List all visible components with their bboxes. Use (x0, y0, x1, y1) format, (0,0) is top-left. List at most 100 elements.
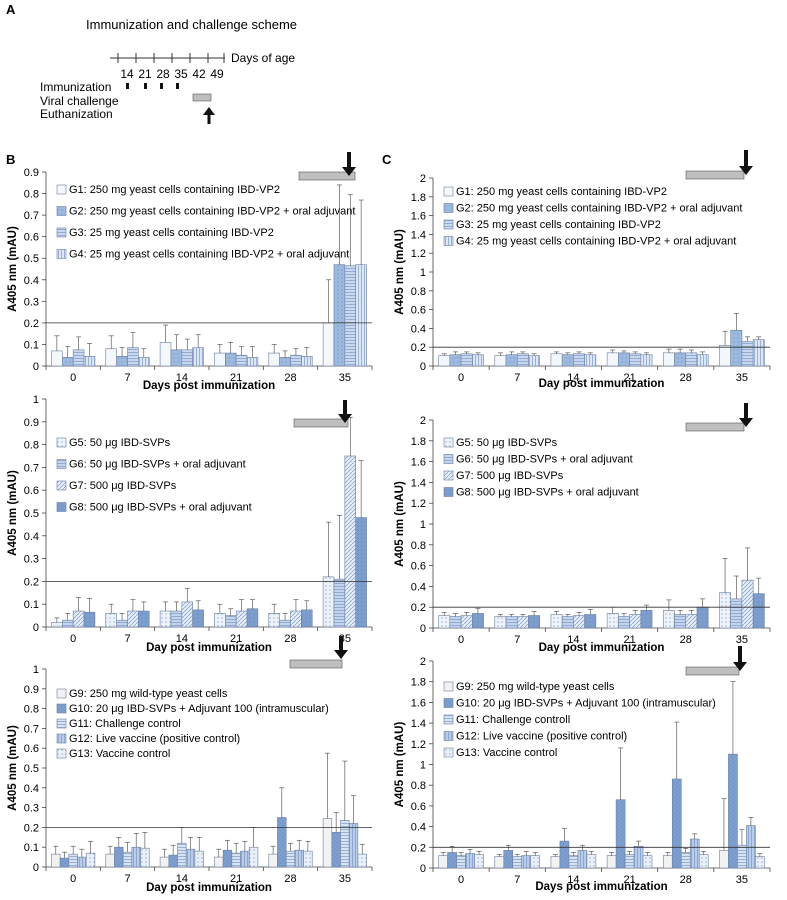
x-tick-label: 21 (623, 372, 635, 384)
bar-pattern-g6 (170, 611, 182, 627)
legend-label-g11: G11: Challenge controll (456, 714, 570, 726)
x-tick-label: 14 (567, 372, 579, 384)
bar-pattern-g12 (240, 851, 250, 867)
y-tick-label: 0.4 (411, 581, 426, 593)
x-tick-label: 0 (458, 634, 464, 646)
bar-pattern-g6 (562, 616, 574, 628)
x-tick-label: 35 (736, 874, 748, 886)
x-tick-label: 14 (567, 634, 579, 646)
chart-c2: 0 0.2 0.4 0.6 0.8 1 1.2 1.4 1.6 1.8 2 0 7 14 21 28 35 Day… (394, 403, 771, 654)
x-axis-title: Days post immunization (535, 881, 667, 893)
legend-swatch-pattern (57, 749, 66, 758)
y-tick-label: 0.6 (24, 485, 39, 497)
bar-pattern-g8 (472, 613, 484, 628)
y-tick-label: 0 (420, 623, 426, 635)
bar-pattern-g5 (160, 611, 171, 627)
x-tick-label: 7 (514, 874, 520, 886)
x-tick-label: 28 (284, 372, 296, 384)
scheme-row-immunization: Immunization (40, 80, 111, 94)
y-tick-label: 0.2 (411, 342, 426, 354)
legend-label-g4: G4: 25 mg yeast cells containing IBD-VP2… (69, 249, 349, 261)
bar-pattern-g13 (699, 854, 709, 868)
bar-pattern-g6 (62, 620, 74, 627)
bar-pattern-g10 (331, 832, 341, 867)
bar-g1 (322, 322, 335, 367)
bar-g1 (494, 355, 507, 367)
bar-pattern-g4 (138, 357, 150, 366)
y-tick-label: 0.8 (411, 780, 426, 792)
y-tick-label: 1.2 (411, 739, 426, 751)
bar-pattern-g7 (741, 580, 754, 628)
y-tick-label: 2 (420, 656, 426, 668)
bar-pattern-g13 (643, 855, 653, 868)
bar-pattern-g5 (494, 616, 507, 628)
bar-pattern-g8 (301, 609, 313, 627)
bar-g1 (51, 350, 63, 367)
bar-pattern-g11 (512, 856, 522, 868)
bar-pattern-g6 (618, 616, 630, 628)
legend-swatch-pattern (444, 487, 453, 497)
bar-pattern-g2 (225, 353, 237, 366)
x-axis-title: Day post immunization (146, 882, 272, 894)
bar-pattern-g5 (105, 613, 117, 627)
bar-g9 (214, 856, 224, 868)
y-tick-label: 0 (420, 863, 426, 875)
bar-pattern-g7 (73, 611, 85, 627)
scheme-row-euthanization: Euthanization (40, 107, 113, 121)
legend-swatch-pattern (444, 471, 453, 480)
y-tick-label: 0.4 (411, 323, 426, 335)
immunization-mark-28 (160, 83, 163, 89)
euthanization-arrow-icon (203, 107, 215, 124)
bar-g9 (662, 855, 673, 869)
y-tick-label: 0.5 (24, 253, 39, 265)
y-tick-label: 0.4 (24, 275, 39, 287)
legend-swatch-g1 (56, 184, 67, 195)
bar-pattern-g7 (344, 456, 356, 627)
x-tick-label: 0 (458, 874, 464, 886)
bar-pattern-g7 (517, 616, 529, 628)
x-tick-label: 7 (514, 634, 520, 646)
y-tick-label: 0.9 (24, 684, 39, 696)
y-tick-label: 0.6 (24, 232, 39, 244)
legend-swatch-pattern (444, 203, 453, 213)
bar-pattern-g11 (625, 854, 635, 868)
bar-pattern-g8 (753, 593, 765, 628)
legend-swatch-pattern (444, 698, 453, 708)
bar-pattern-g2 (62, 357, 74, 366)
y-axis-title: A405 nm (mAU) (394, 229, 406, 315)
y-tick-label: 0.3 (24, 803, 39, 815)
euthanization-arrow-icon (733, 646, 747, 671)
immunization-mark-21 (144, 83, 147, 89)
bar-pattern-g4 (696, 354, 709, 366)
y-tick-label: 0.6 (411, 305, 426, 317)
y-tick-label: 0 (33, 862, 39, 874)
legend-swatch-g9 (443, 681, 454, 692)
bar-pattern-g5 (214, 613, 226, 627)
bar-pattern-g3 (517, 353, 529, 366)
x-tick-label: 21 (623, 634, 635, 646)
bar-pattern-g12 (690, 839, 700, 868)
bar-pattern-g7 (573, 615, 585, 628)
y-tick-label: 1.4 (411, 718, 426, 730)
y-tick-label: 1.4 (411, 229, 426, 241)
scheme-panel: A Immunization and challenge scheme Days… (6, 2, 297, 124)
bar-pattern-g11 (68, 854, 78, 867)
x-axis-title: Day post immunization (539, 378, 665, 390)
bar-pattern-g6 (225, 615, 237, 627)
bar-pattern-g13 (755, 856, 765, 868)
bar-pattern-g3 (181, 349, 193, 366)
bar-g9 (494, 856, 505, 869)
y-tick-label: 0.8 (24, 440, 39, 452)
x-tick-label: 7 (124, 633, 130, 645)
legend-swatch-pattern (57, 438, 66, 447)
x-tick-label: 21 (623, 874, 635, 886)
bar-pattern-g11 (340, 820, 350, 867)
x-tick-label: 35 (339, 873, 351, 885)
euthanization-arrow-icon (338, 400, 352, 423)
y-tick-label: 0.2 (24, 318, 39, 330)
chart-b1: B 0 0.1 0.2 0.3 0.4 0.5 0.6 0.7 0.8 0.9 0 7 14 21 28 35 D… (6, 152, 373, 392)
bar-pattern-g4 (192, 347, 204, 366)
y-tick-label: 0.4 (24, 531, 39, 543)
y-tick-label: 0.5 (24, 763, 39, 775)
